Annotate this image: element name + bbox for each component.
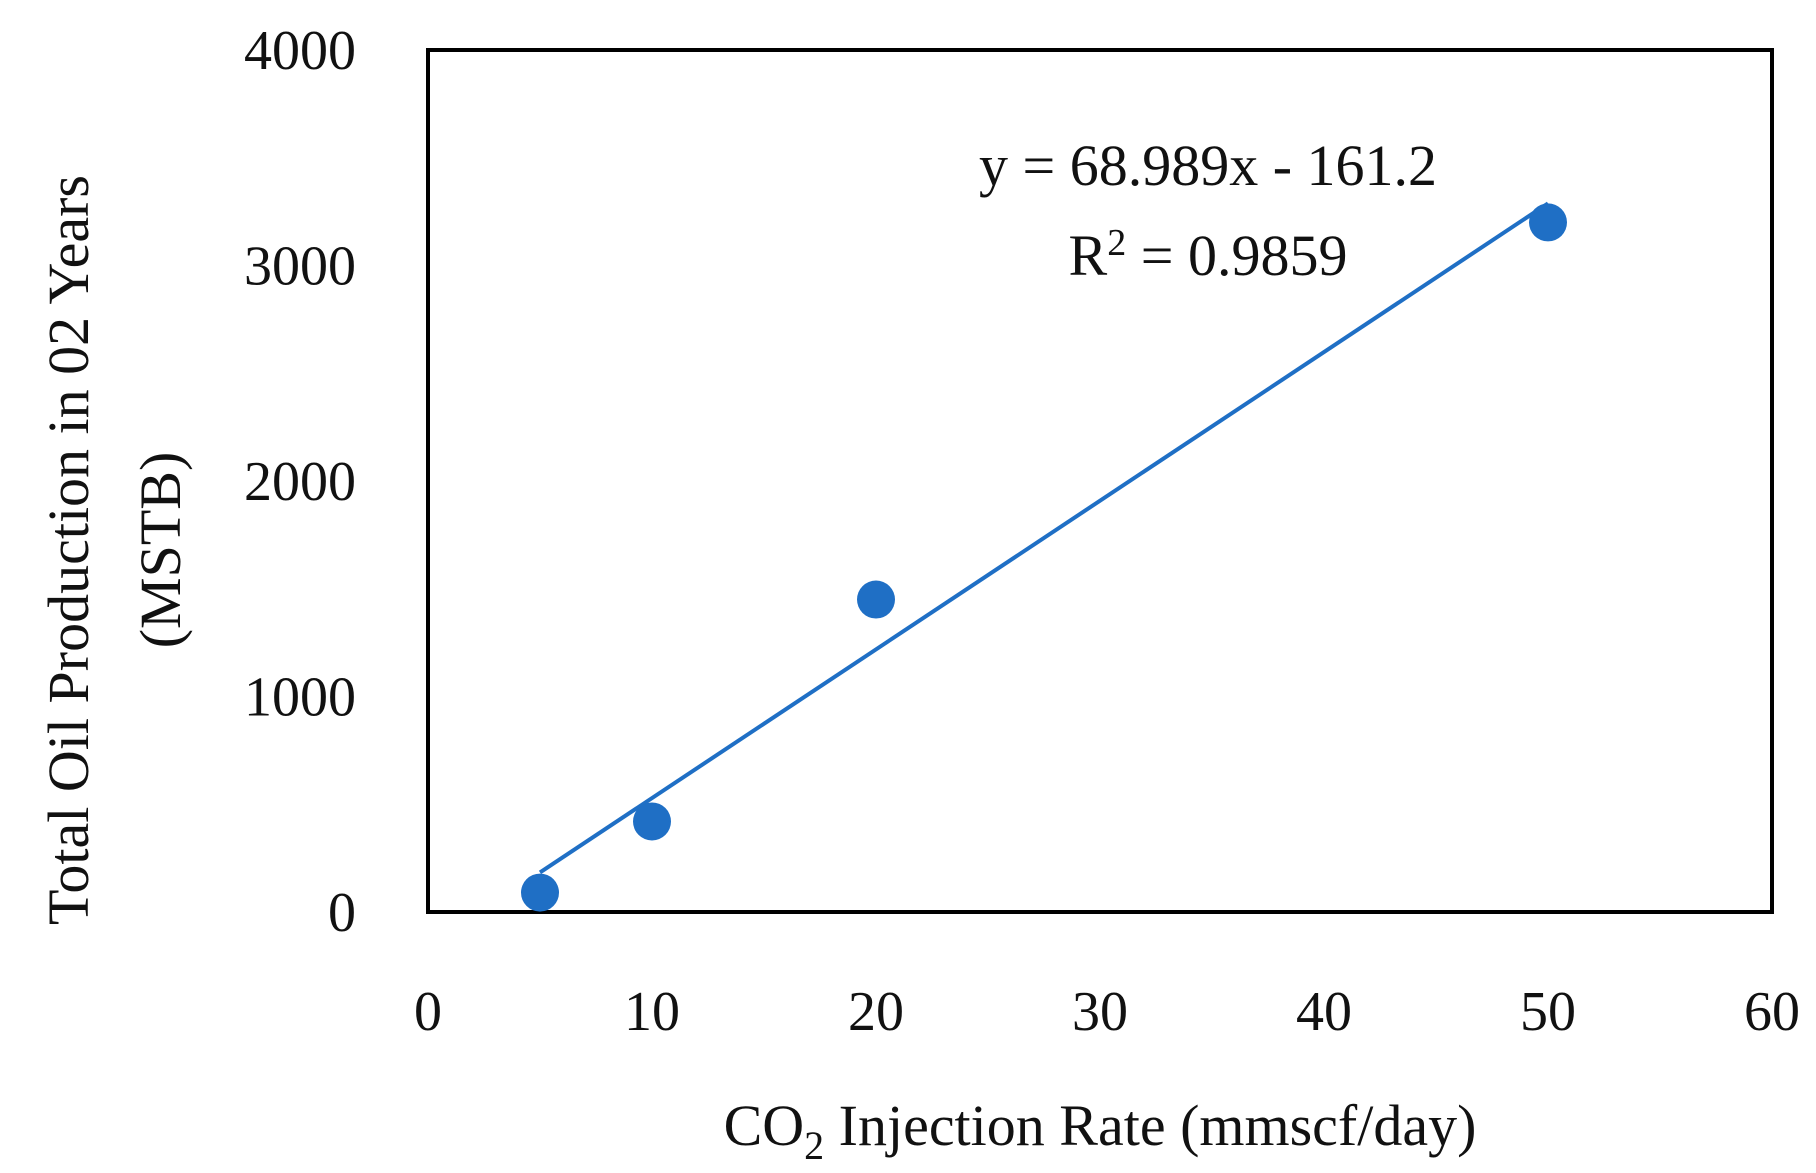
x-axis-title-rest: Injection Rate (mmscf/day) [824,1093,1476,1158]
x-axis-title-subscript: 2 [804,1123,824,1168]
r-squared-superscript: 2 [1107,222,1126,264]
data-point [857,580,895,619]
y-tick-label: 4000 [244,20,356,82]
data-point [633,802,671,841]
x-axis-title: CO2 Injection Rate (mmscf/day) [724,1093,1477,1168]
equation-annotation: y = 68.989x - 161.2 [979,133,1437,198]
x-tick-label: 0 [414,981,442,1043]
y-tick-label: 1000 [244,667,356,729]
y-tick-label: 0 [328,882,356,944]
x-tick-label: 60 [1744,981,1800,1043]
trendline [538,201,1550,875]
x-tick-label: 50 [1520,981,1576,1043]
r-squared-annotation: R2 = 0.9859 [1069,222,1348,288]
r-squared-value: = 0.9859 [1126,223,1347,288]
data-point [521,873,559,912]
x-tick-label: 40 [1296,981,1352,1043]
r-squared-prefix: R [1069,223,1108,288]
x-axis-title-main: CO [724,1093,805,1158]
y-axis-ticks: 0 1000 2000 3000 4000 [244,20,356,944]
x-axis-ticks: 0 10 20 30 40 50 60 [414,981,1800,1043]
data-point [1529,203,1567,242]
x-tick-label: 10 [624,981,680,1043]
y-tick-label: 3000 [244,236,356,298]
x-tick-label: 30 [1072,981,1128,1043]
y-axis-title-line2: (MSTB) [128,452,193,649]
y-axis-title-line1: Total Oil Production in 02 Years [36,175,101,925]
y-tick-label: 2000 [244,451,356,513]
plot-area-frame [426,48,1774,914]
data-points [521,203,1567,912]
x-tick-label: 20 [848,981,904,1043]
